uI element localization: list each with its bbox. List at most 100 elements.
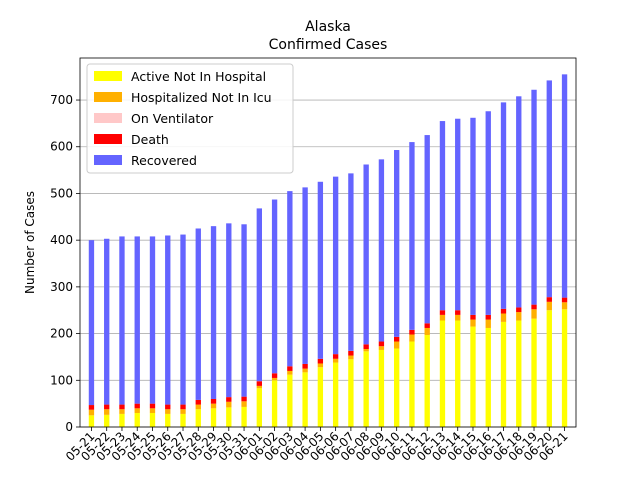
- bar-segment: [241, 401, 247, 407]
- bar-segment: [516, 312, 522, 321]
- bar-segment: [531, 318, 537, 427]
- bar-segment: [332, 354, 339, 359]
- bar-segment: [287, 366, 293, 371]
- bar-segment: [149, 403, 156, 409]
- bar-segment: [149, 236, 156, 404]
- bar-segment: [378, 341, 385, 347]
- bar-segment: [561, 297, 568, 303]
- bar-segment: [134, 236, 140, 404]
- bar-segment: [226, 401, 232, 408]
- y-tick-label: 400: [50, 233, 73, 247]
- bar-segment: [302, 187, 308, 364]
- legend-label: Hospitalized Not In Icu: [131, 90, 272, 105]
- bar-segment: [332, 176, 339, 355]
- bar-segment: [424, 323, 430, 328]
- bar-segment: [378, 349, 385, 427]
- bar-segment: [271, 199, 278, 374]
- bar-segment: [256, 208, 262, 382]
- bar-segment: [104, 409, 110, 415]
- bar-segment: [485, 111, 491, 315]
- bar-segment: [546, 297, 552, 302]
- y-tick-label: 300: [50, 280, 73, 294]
- bar-segment: [394, 341, 400, 349]
- bar-segment: [439, 314, 446, 321]
- y-tick-label: 700: [50, 93, 73, 107]
- legend-frame: [86, 63, 294, 174]
- bar-segment: [348, 359, 354, 427]
- bar-segment: [409, 142, 415, 330]
- bar-segment: [287, 191, 293, 367]
- bar-segment: [302, 368, 308, 373]
- bar-segment: [531, 309, 537, 319]
- bar-segment: [165, 235, 171, 405]
- bar-segment: [256, 385, 262, 389]
- bar-segment: [348, 355, 354, 360]
- bar-segment: [149, 408, 156, 413]
- bar-segment: [88, 405, 95, 410]
- y-axis-title: Number of Cases: [23, 191, 37, 294]
- bar-segment: [317, 367, 324, 427]
- bar-segment: [348, 350, 354, 356]
- bar-segment: [332, 358, 339, 363]
- bar-segment: [317, 358, 324, 364]
- bar-segment: [394, 150, 400, 337]
- bar-segment: [455, 320, 461, 427]
- bar-segment: [195, 404, 201, 410]
- y-tick-label: 100: [50, 373, 73, 387]
- bar-segment: [180, 409, 186, 414]
- bar-segment: [455, 310, 461, 315]
- y-tick-label: 200: [50, 327, 73, 341]
- bar-segment: [455, 118, 461, 311]
- bar-segment: [210, 403, 217, 409]
- bar-segment: [439, 320, 446, 427]
- bar-segment: [531, 89, 537, 305]
- bar-segment: [287, 374, 293, 427]
- bar-segment: [394, 336, 400, 342]
- bar-segment: [88, 415, 95, 427]
- bar-segment: [134, 412, 140, 427]
- bar-segment: [104, 414, 110, 427]
- bar-segment: [195, 228, 201, 400]
- bar-segment: [470, 326, 476, 427]
- bar-segment: [561, 302, 568, 310]
- bar-segment: [455, 314, 461, 321]
- chart-title: Alaska: [305, 19, 351, 35]
- bar-segment: [363, 351, 369, 427]
- bar-segment: [210, 398, 217, 404]
- bar-segment: [134, 403, 140, 409]
- bar-segment: [119, 404, 125, 410]
- y-tick-label: 500: [50, 186, 73, 200]
- bar-segment: [409, 334, 415, 342]
- bar-segment: [256, 388, 262, 427]
- bar-segment: [470, 314, 476, 320]
- bar-segment: [378, 346, 385, 350]
- bar-segment: [88, 409, 95, 416]
- legend-label: Active Not In Hospital: [131, 69, 266, 84]
- bar-segment: [348, 173, 354, 351]
- bar-segment: [546, 310, 552, 427]
- bar-segment: [561, 309, 568, 427]
- bar-segment: [226, 397, 232, 402]
- bar-segment: [546, 301, 552, 311]
- legend-label: Recovered: [131, 153, 197, 168]
- bar-segment: [226, 223, 232, 398]
- legend-swatch: [94, 113, 122, 123]
- bar-segment: [317, 181, 324, 359]
- bar-segment: [363, 164, 369, 345]
- bar-segment: [165, 413, 171, 427]
- bar-segment: [485, 314, 491, 320]
- bar-segment: [256, 381, 262, 386]
- bar-segment: [134, 408, 140, 413]
- bar-segment: [165, 409, 171, 414]
- bar-segment: [332, 362, 339, 427]
- bar-segment: [424, 135, 430, 324]
- bar-segment: [546, 80, 552, 298]
- legend-swatch: [94, 134, 122, 144]
- bar-segment: [119, 236, 125, 405]
- plot-frame: [79, 57, 577, 428]
- y-tick-label: 0: [65, 420, 73, 434]
- bar-segment: [271, 373, 278, 378]
- bar-segment: [241, 396, 247, 402]
- bar-segment: [271, 380, 278, 427]
- bar-segment: [485, 319, 491, 328]
